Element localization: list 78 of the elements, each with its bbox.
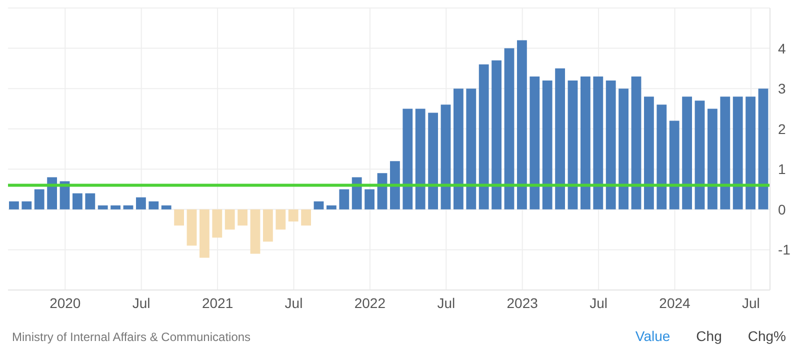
text: Ministry of Internal Affairs & Communications bbox=[12, 330, 251, 344]
bar bbox=[478, 64, 489, 210]
bar bbox=[415, 108, 426, 210]
bar bbox=[364, 189, 375, 210]
bar bbox=[644, 96, 654, 210]
bar bbox=[9, 201, 19, 210]
bar bbox=[631, 76, 642, 210]
bar bbox=[174, 209, 184, 226]
bar bbox=[47, 177, 58, 210]
bar bbox=[161, 205, 172, 210]
x-tick-label: Jul bbox=[590, 294, 608, 311]
bar bbox=[402, 108, 413, 210]
bar bbox=[708, 108, 718, 210]
text: Chg bbox=[696, 328, 722, 344]
bar bbox=[517, 40, 527, 210]
x-tick-label: 2020 bbox=[50, 294, 81, 311]
x-tick-label: 2024 bbox=[659, 294, 691, 311]
bar bbox=[555, 68, 566, 210]
bar bbox=[224, 209, 235, 230]
bar bbox=[186, 209, 197, 246]
y-tick-label: 2 bbox=[778, 120, 786, 137]
x-tick-label: Jul bbox=[742, 294, 760, 311]
bar bbox=[339, 189, 350, 210]
bar bbox=[136, 197, 146, 210]
bar bbox=[428, 112, 438, 210]
text: Chg% bbox=[748, 328, 786, 344]
bar bbox=[694, 100, 705, 210]
bar bbox=[530, 76, 540, 210]
bar bbox=[123, 205, 134, 210]
bar bbox=[669, 120, 680, 210]
bar bbox=[22, 201, 32, 210]
bar bbox=[276, 209, 286, 230]
bar bbox=[466, 88, 476, 210]
bar bbox=[250, 209, 260, 254]
bar bbox=[606, 80, 616, 210]
bar bbox=[492, 60, 502, 210]
x-tick-label: 2021 bbox=[202, 294, 234, 311]
bar bbox=[301, 209, 312, 226]
bar bbox=[352, 177, 362, 210]
bar bbox=[720, 96, 730, 210]
bar bbox=[440, 104, 451, 210]
bar bbox=[390, 161, 400, 210]
x-tick-label: Jul bbox=[284, 294, 303, 311]
bar bbox=[682, 96, 692, 210]
text: Value bbox=[635, 328, 670, 344]
bar bbox=[593, 76, 604, 210]
bar bbox=[72, 193, 82, 210]
bar bbox=[34, 189, 44, 210]
bar bbox=[454, 88, 464, 210]
bar bbox=[758, 88, 768, 210]
x-tick-label: Jul bbox=[132, 294, 150, 311]
bar bbox=[618, 88, 629, 210]
bar bbox=[326, 205, 336, 210]
bar bbox=[148, 201, 159, 210]
bar bbox=[212, 209, 222, 238]
y-tick-label: 3 bbox=[778, 80, 786, 97]
bar bbox=[85, 193, 96, 210]
bar bbox=[98, 205, 108, 210]
bar bbox=[314, 201, 324, 210]
bar bbox=[288, 209, 298, 222]
bar bbox=[656, 104, 667, 210]
bar bbox=[200, 209, 210, 258]
bar bbox=[732, 96, 743, 210]
x-tick-label: Jul bbox=[437, 294, 456, 311]
y-tick-label: -1 bbox=[778, 242, 791, 258]
y-tick-label: 0 bbox=[778, 201, 786, 218]
bar bbox=[263, 209, 273, 242]
y-tick-label: 4 bbox=[778, 40, 786, 56]
bar bbox=[504, 48, 514, 210]
x-tick-label: 2022 bbox=[354, 294, 386, 311]
bar bbox=[568, 80, 578, 210]
bar bbox=[110, 205, 121, 210]
bar bbox=[746, 96, 756, 210]
bar bbox=[542, 80, 552, 210]
bar bbox=[238, 209, 248, 226]
bar bbox=[580, 76, 590, 210]
x-tick-label: 2023 bbox=[506, 294, 538, 311]
y-tick-label: 1 bbox=[778, 161, 786, 178]
